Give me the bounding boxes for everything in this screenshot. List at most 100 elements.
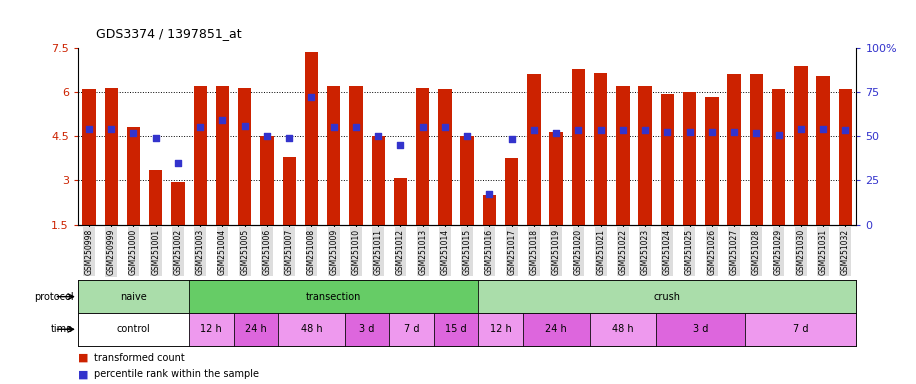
Point — [438, 124, 453, 131]
Text: naive: naive — [120, 291, 147, 302]
Bar — [616, 86, 629, 225]
Bar — [389, 313, 434, 346]
Point — [126, 130, 141, 136]
Text: transformed count: transformed count — [94, 353, 185, 363]
Point — [660, 129, 675, 135]
Text: protocol: protocol — [34, 291, 73, 302]
Point — [793, 126, 808, 132]
Text: 48 h: 48 h — [612, 324, 634, 334]
Text: 24 h: 24 h — [245, 324, 267, 334]
Point — [349, 124, 364, 131]
Bar — [572, 69, 585, 225]
Point — [259, 133, 274, 139]
Bar — [528, 74, 540, 225]
Bar — [590, 313, 656, 346]
Text: ■: ■ — [78, 353, 88, 363]
Bar — [505, 159, 518, 225]
Bar — [656, 313, 746, 346]
Text: transection: transection — [306, 291, 362, 302]
Point — [104, 126, 118, 132]
Bar — [438, 89, 452, 225]
Bar — [660, 94, 674, 225]
Text: time: time — [51, 324, 73, 334]
Point — [237, 123, 252, 129]
Bar — [149, 170, 162, 225]
Bar — [705, 97, 718, 225]
Point — [215, 117, 230, 123]
Point — [415, 124, 430, 131]
Bar — [434, 313, 478, 346]
Bar — [78, 280, 189, 313]
Text: 48 h: 48 h — [300, 324, 322, 334]
Bar — [483, 195, 496, 225]
Bar — [816, 76, 830, 225]
Bar — [478, 313, 523, 346]
Bar — [638, 86, 652, 225]
Text: percentile rank within the sample: percentile rank within the sample — [94, 369, 259, 379]
Text: GDS3374 / 1397851_at: GDS3374 / 1397851_at — [96, 27, 242, 40]
Point — [638, 127, 652, 134]
Bar — [349, 86, 363, 225]
Bar — [461, 136, 474, 225]
Bar — [171, 182, 185, 225]
Point — [304, 94, 319, 100]
Point — [616, 127, 630, 134]
Bar — [416, 88, 430, 225]
Point — [371, 133, 386, 139]
Point — [193, 124, 208, 131]
Point — [148, 135, 163, 141]
Bar — [372, 136, 385, 225]
Bar — [344, 313, 389, 346]
Bar — [238, 88, 251, 225]
Point — [704, 129, 719, 135]
Text: crush: crush — [654, 291, 681, 302]
Bar — [594, 73, 607, 225]
Bar — [282, 157, 296, 225]
Bar — [189, 280, 478, 313]
Text: control: control — [116, 324, 150, 334]
Point — [549, 130, 563, 136]
Bar — [394, 177, 407, 225]
Bar — [794, 66, 808, 225]
Text: 7 d: 7 d — [793, 324, 809, 334]
Text: 24 h: 24 h — [545, 324, 567, 334]
Point — [326, 124, 341, 131]
Point — [571, 127, 585, 134]
Point — [460, 133, 474, 139]
Bar — [193, 86, 207, 225]
Point — [771, 132, 786, 138]
Text: 7 d: 7 d — [404, 324, 420, 334]
Point — [393, 142, 408, 148]
Bar — [78, 313, 189, 346]
Point — [82, 126, 96, 132]
Bar — [523, 313, 590, 346]
Point — [749, 130, 764, 136]
Bar — [104, 88, 118, 225]
Point — [527, 127, 541, 134]
Point — [726, 129, 741, 135]
Bar — [260, 136, 274, 225]
Text: 15 d: 15 d — [445, 324, 467, 334]
Bar — [772, 89, 785, 225]
Bar — [683, 92, 696, 225]
Text: 12 h: 12 h — [201, 324, 223, 334]
Point — [594, 127, 608, 134]
Point — [816, 126, 831, 132]
Text: ■: ■ — [78, 369, 88, 379]
Bar — [234, 313, 278, 346]
Bar — [189, 313, 234, 346]
Bar — [216, 86, 229, 225]
Bar — [746, 313, 856, 346]
Bar — [126, 127, 140, 225]
Point — [482, 191, 496, 197]
Point — [170, 160, 185, 166]
Text: 12 h: 12 h — [490, 324, 511, 334]
Point — [282, 135, 297, 141]
Bar — [550, 132, 562, 225]
Text: 3 d: 3 d — [359, 324, 375, 334]
Bar — [478, 280, 856, 313]
Text: 3 d: 3 d — [693, 324, 708, 334]
Bar — [727, 74, 741, 225]
Point — [682, 129, 697, 135]
Point — [838, 127, 853, 134]
